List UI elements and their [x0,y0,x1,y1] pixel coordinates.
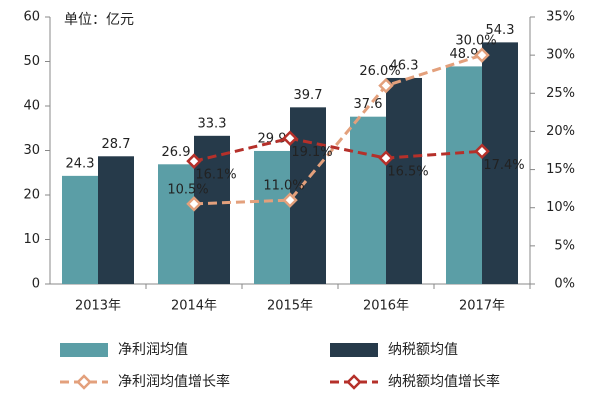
bar-value-label: 39.7 [294,88,323,103]
bar-value-label: 48.9 [450,47,479,62]
line-marker [186,153,202,169]
x-tick-label: 2016年 [363,299,409,314]
line-marker [282,192,298,208]
line-value-label: 11.0% [263,179,304,194]
y2-tick-label: 20% [546,124,575,139]
y2-tick-label: 25% [546,86,575,101]
line-marker [378,77,394,94]
line-marker [282,130,298,147]
bar-value-label: 46.3 [390,58,419,73]
legend-swatch [330,343,378,357]
x-tick-label: 2013年 [75,299,121,314]
x-tick-label: 2017年 [459,299,505,314]
line [193,136,483,163]
y-tick-label: 10 [23,232,40,247]
line-value-label: 19.1% [291,145,332,160]
legend-label: 净利润均值增长率 [118,373,230,390]
bar [482,42,518,284]
bar-value-label: 28.7 [102,137,131,152]
bar-value-label: 33.3 [198,116,227,131]
x-tick-label: 2015年 [267,299,313,314]
y2-tick-label: 35% [546,10,575,25]
bar-value-label: 26.9 [162,145,191,160]
y2-tick-label: 0% [554,277,575,292]
y2-tick-label: 5% [554,238,575,253]
y-tick-label: 50 [23,54,40,69]
bar [386,77,422,284]
y-tick-label: 20 [23,188,40,203]
line-value-label: 26.0% [359,64,400,79]
bar-value-label: 24.3 [66,156,95,171]
y2-tick-label: 15% [546,162,575,177]
bar [158,164,194,284]
line-value-label: 30.0% [455,34,496,49]
y2-tick-label: 30% [546,48,575,63]
y-tick-label: 60 [23,10,40,25]
bar [98,156,134,284]
bar [446,66,482,285]
legend-label: 净利润均值 [118,342,188,358]
y-tick-label: 30 [23,143,40,158]
legend-marker [346,374,362,390]
legend-label: 纳税额均值增长率 [388,373,500,390]
line-value-label: 10.5% [167,182,208,197]
bar-value-label: 54.3 [486,23,515,38]
y-tick-label: 0 [32,277,40,292]
line-value-label: 17.4% [483,158,524,173]
bar [254,150,290,284]
line-marker [474,47,490,63]
bar-value-label: 37.6 [354,97,383,112]
y2-tick-label: 10% [546,200,575,215]
line [193,53,483,206]
line-marker [186,196,202,212]
legend-label: 纳税额均值 [388,342,458,358]
line-value-label: 16.1% [195,168,236,183]
legend-marker [76,374,92,390]
line-value-label: 16.5% [387,165,428,180]
legend-swatch [60,343,108,357]
unit-label: 单位：亿元 [64,12,134,28]
line-marker [378,150,394,166]
line-marker [474,143,490,160]
bar [62,175,98,284]
x-tick-label: 2014年 [171,299,217,314]
y-tick-label: 40 [23,99,40,114]
bar-value-label: 29.9 [258,131,287,146]
bar [350,116,386,285]
